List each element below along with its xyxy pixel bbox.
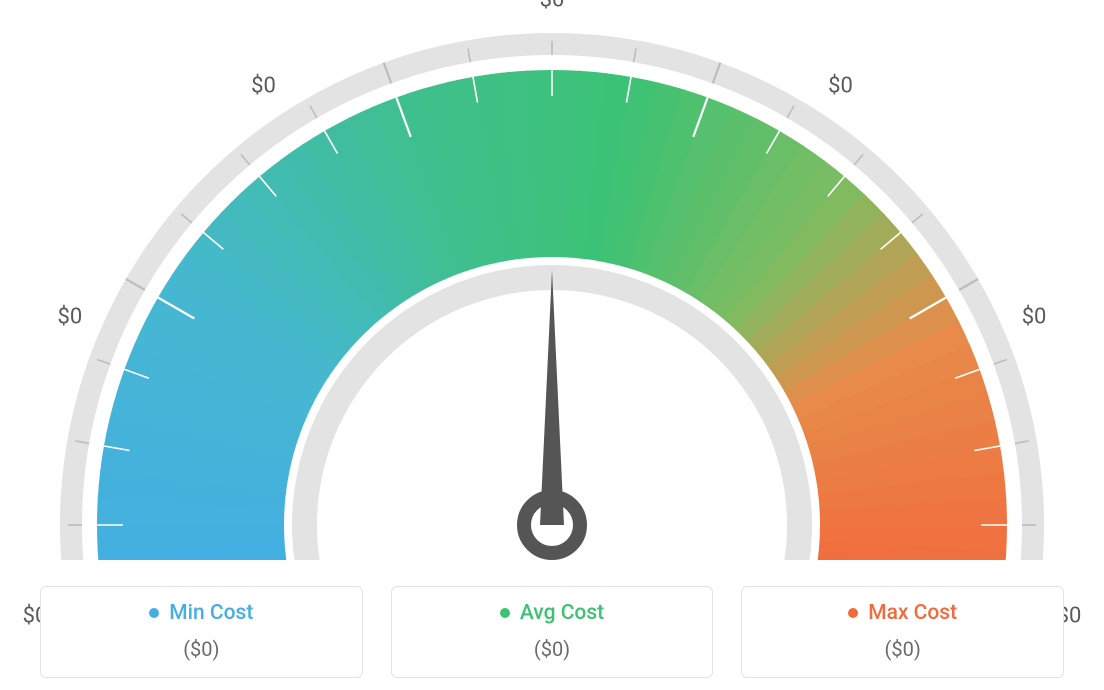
- legend-label-max: Max Cost: [868, 601, 957, 625]
- legend-label-avg: Avg Cost: [520, 601, 604, 625]
- legend-value-max: ($0): [752, 637, 1053, 661]
- gauge-scale-label: $0: [828, 74, 853, 99]
- legend-label-min: Min Cost: [169, 601, 253, 625]
- cost-gauge: $0$0$0$0$0$0$0: [0, 0, 1104, 560]
- legend-value-avg: ($0): [402, 637, 703, 661]
- legend-value-min: ($0): [51, 637, 352, 661]
- legend-title-avg: Avg Cost: [500, 601, 604, 625]
- legend-title-min: Min Cost: [149, 601, 253, 625]
- legend-card-min: Min Cost ($0): [40, 586, 363, 678]
- dot-icon: [149, 608, 159, 618]
- gauge-svg: [0, 0, 1104, 560]
- legend-title-max: Max Cost: [848, 601, 957, 625]
- legend-card-max: Max Cost ($0): [741, 586, 1064, 678]
- legend-card-avg: Avg Cost ($0): [391, 586, 714, 678]
- legend-row: Min Cost ($0) Avg Cost ($0) Max Cost ($0…: [40, 586, 1064, 678]
- gauge-scale-label: $0: [540, 0, 565, 13]
- gauge-scale-label: $0: [1022, 305, 1047, 330]
- gauge-scale-label: $0: [58, 305, 83, 330]
- dot-icon: [500, 608, 510, 618]
- dot-icon: [848, 608, 858, 618]
- gauge-scale-label: $0: [251, 74, 276, 99]
